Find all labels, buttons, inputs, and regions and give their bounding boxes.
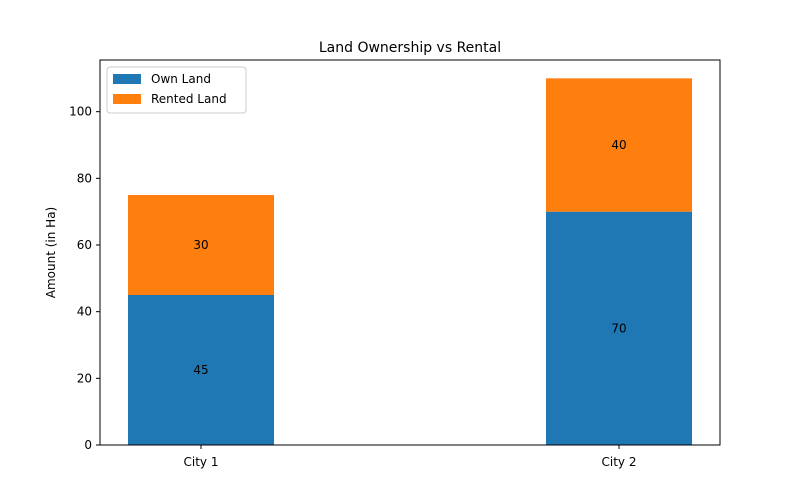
data-labels-layer: 45 30 70 40: [193, 138, 626, 377]
legend-box: [106, 66, 247, 114]
bar-city-1-rented-land: [128, 195, 274, 295]
x-tick-label: City 1: [184, 455, 219, 469]
legend-swatch: [113, 74, 141, 84]
plot-frame: [99, 59, 721, 446]
data-label: 70: [611, 321, 626, 335]
bar-city-2-own-land: [546, 211, 692, 445]
y-tick-label: 20: [77, 371, 92, 385]
bar-city-1-own-land: [128, 295, 274, 445]
y-axis-label: Amount (in Ha): [44, 207, 58, 298]
data-label: 45: [193, 363, 208, 377]
y-tick-label: 100: [69, 105, 92, 119]
x-tick-label: City 2: [602, 455, 637, 469]
axes-layer: 0 20 40 60 80 100 City 1 City 2: [69, 59, 721, 469]
data-label: 40: [611, 138, 626, 152]
chart-title: Land Ownership vs Rental: [319, 40, 501, 56]
y-tick-label: 0: [84, 438, 92, 452]
bars-layer: [128, 78, 692, 445]
y-tick-label: 80: [77, 171, 92, 185]
legend-label: Own Land: [151, 72, 211, 86]
legend: Own Land Rented Land: [106, 66, 247, 114]
legend-label: Rented Land: [151, 92, 227, 106]
y-tick-label: 40: [77, 305, 92, 319]
bar-city-2-rented-land: [546, 78, 692, 212]
data-label: 30: [193, 238, 208, 252]
y-tick-label: 60: [77, 238, 92, 252]
legend-swatch: [113, 94, 141, 104]
